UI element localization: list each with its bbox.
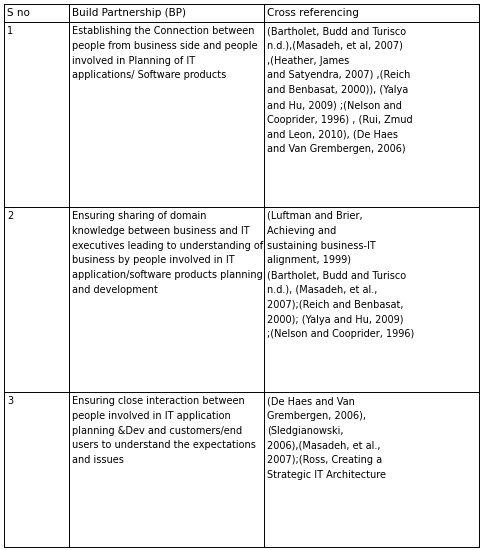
Text: (De Haes and Van
Grembergen, 2006),
(Sledgianowski,
2006),(Masadeh, et al.,
2007: (De Haes and Van Grembergen, 2006), (Sle… <box>267 396 386 480</box>
Text: (Luftman and Brier,
Achieving and
sustaining business-IT
alignment, 1999)
(Barth: (Luftman and Brier, Achieving and sustai… <box>267 211 414 339</box>
Text: Ensuring close interaction between
people involved in IT application
planning &D: Ensuring close interaction between peopl… <box>72 396 256 465</box>
Text: 3: 3 <box>7 396 13 406</box>
Text: S no: S no <box>7 8 30 18</box>
Text: Establishing the Connection between
people from business side and people
involve: Establishing the Connection between peop… <box>72 26 257 80</box>
Text: Build Partnership (BP): Build Partnership (BP) <box>72 8 186 18</box>
Text: (Bartholet, Budd and Turisco
n.d.),(Masadeh, et al, 2007)
,(Heather, James
and S: (Bartholet, Budd and Turisco n.d.),(Masa… <box>267 26 413 155</box>
Text: Cross referencing: Cross referencing <box>267 8 359 18</box>
Text: Ensuring sharing of domain
knowledge between business and IT
executives leading : Ensuring sharing of domain knowledge bet… <box>72 211 263 295</box>
Text: 1: 1 <box>7 26 13 36</box>
Text: 2: 2 <box>7 211 13 221</box>
